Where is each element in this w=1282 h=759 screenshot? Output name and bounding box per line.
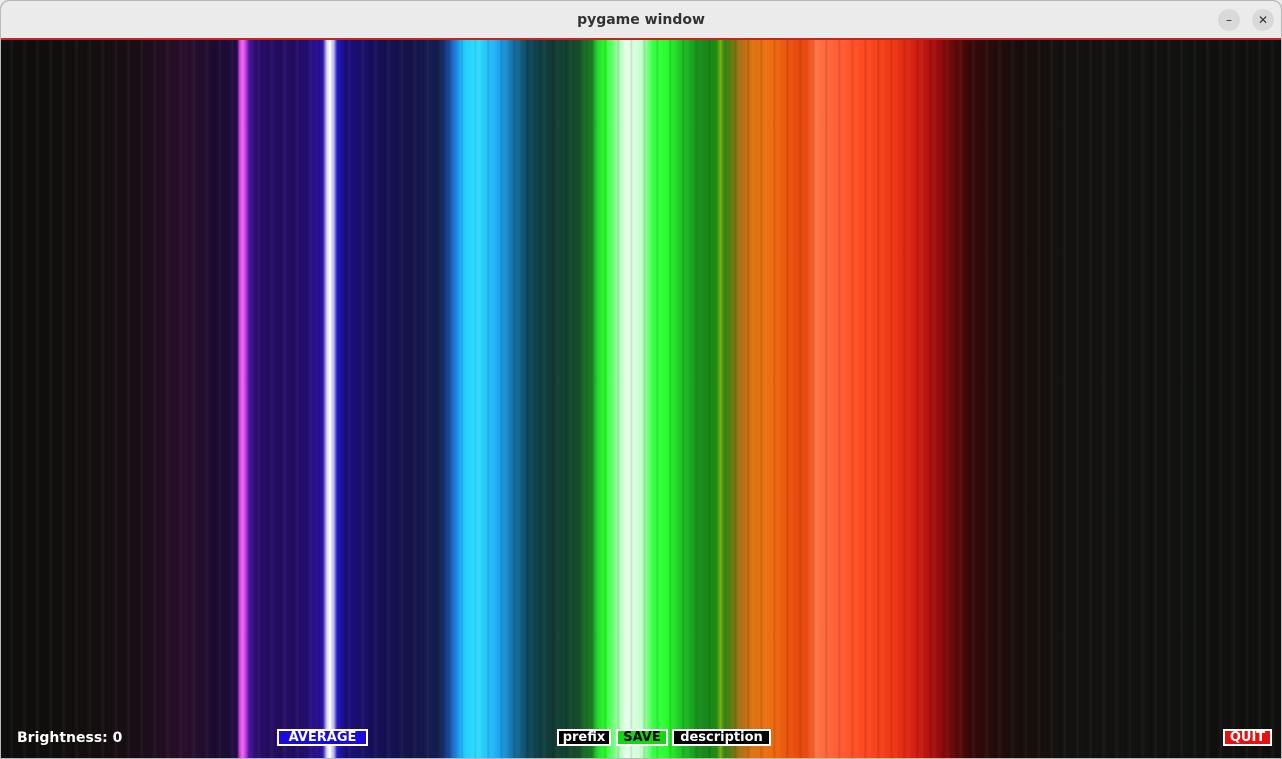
save-button[interactable]: SAVE: [616, 729, 668, 746]
title-bar[interactable]: pygame window – ✕: [1, 1, 1281, 39]
minimize-icon[interactable]: –: [1218, 9, 1240, 31]
spectrum-canvas[interactable]: Brightness: 0 AVERAGE prefix SAVE descri…: [1, 40, 1281, 758]
quit-button[interactable]: QUIT: [1223, 729, 1272, 746]
window-title: pygame window: [577, 12, 705, 28]
prefix-button[interactable]: prefix: [557, 729, 611, 746]
close-icon[interactable]: ✕: [1252, 9, 1274, 31]
titlebar-accent-line: [1, 38, 1281, 40]
average-button[interactable]: AVERAGE: [277, 729, 368, 746]
description-button[interactable]: description: [672, 729, 771, 746]
brightness-readout: Brightness: 0: [17, 730, 123, 746]
